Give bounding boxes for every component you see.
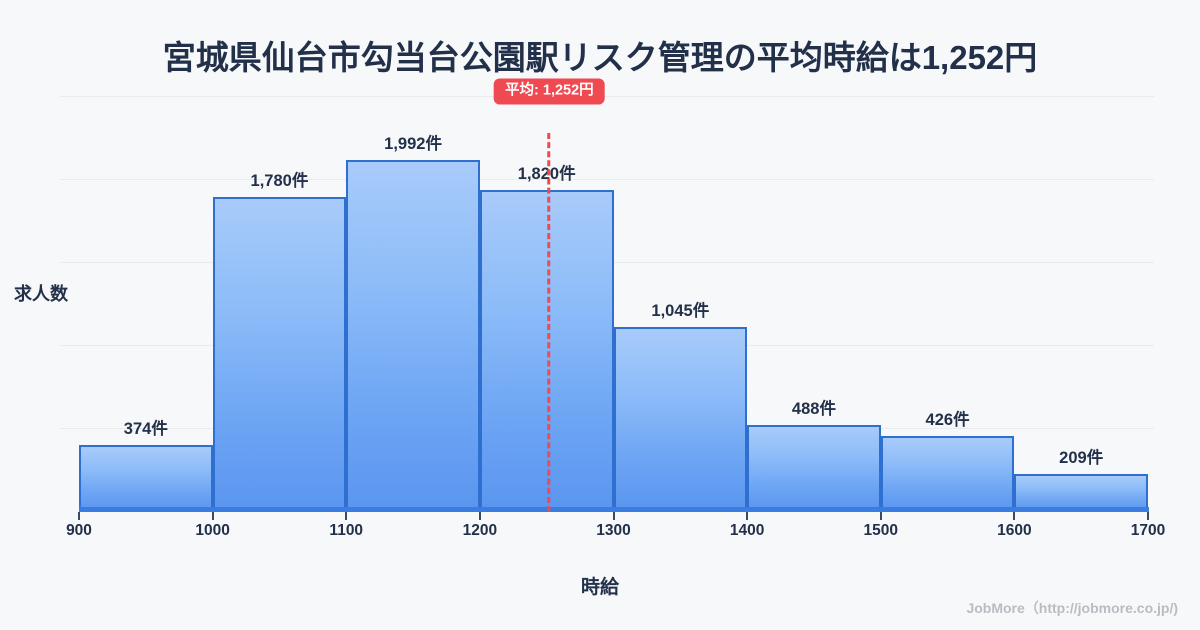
x-axis-tick (879, 512, 882, 520)
x-axis-tick (1147, 512, 1149, 520)
average-badge[interactable]: 平均: 1,252円 (494, 78, 605, 104)
x-axis-tick (211, 512, 214, 520)
histogram-bar[interactable] (747, 425, 881, 511)
bar-value-label: 209件 (1059, 449, 1104, 468)
bar-value-label: 1,045件 (651, 301, 710, 320)
x-axis-tick (746, 512, 749, 520)
histogram-bar[interactable] (212, 197, 347, 511)
footer-credit: JobMore（http://jobmore.co.jp/) (966, 600, 1178, 616)
x-axis-tick (1013, 512, 1016, 520)
bar-value-label: 1,780件 (250, 172, 309, 191)
x-axis-line (79, 507, 1149, 512)
x-axis-tick-label: 1000 (195, 522, 230, 539)
x-axis-tick-label: 1300 (596, 522, 631, 539)
x-axis-title: 時給 (580, 577, 619, 598)
histogram-bar[interactable] (1014, 474, 1148, 511)
x-axis-tick-label: 1600 (997, 522, 1032, 539)
bar-value-label: 426件 (925, 410, 970, 429)
gridline (60, 179, 1154, 180)
histogram-bar[interactable] (479, 190, 614, 511)
bar-value-label: 374件 (123, 420, 168, 439)
x-axis-tick-label: 1700 (1130, 522, 1166, 539)
histogram-bar[interactable] (613, 326, 748, 511)
x-axis-tick-label: 1500 (863, 522, 898, 539)
x-axis-tick-label: 1400 (729, 522, 765, 539)
x-axis-tick-label: 1200 (462, 522, 498, 539)
plot-area: 374件 1,780件 1,992件 1,820件 1,045件 488件 426件 209件 (60, 96, 1154, 511)
y-axis-title: 求人数 (14, 284, 68, 304)
gridline (60, 96, 1154, 97)
page-title: 宮城県仙台市勾当台公園駅リスク管理の平均時給は1,252円 (162, 39, 1038, 76)
x-axis-tick (478, 512, 481, 520)
histogram-bar[interactable] (346, 159, 480, 511)
x-axis-tick (78, 512, 80, 520)
histogram-bar[interactable] (79, 445, 213, 511)
bar-value-label: 1,992件 (384, 134, 442, 153)
histogram-bar[interactable] (880, 435, 1015, 511)
x-axis-tick-label: 900 (66, 522, 92, 539)
x-axis-tick (345, 512, 348, 520)
x-axis-tick-label: 1100 (329, 522, 364, 539)
bar-value-label: 488件 (791, 400, 836, 418)
average-line (547, 133, 551, 512)
bar-value-label: 1,820件 (517, 165, 576, 184)
x-axis-tick (612, 512, 615, 520)
